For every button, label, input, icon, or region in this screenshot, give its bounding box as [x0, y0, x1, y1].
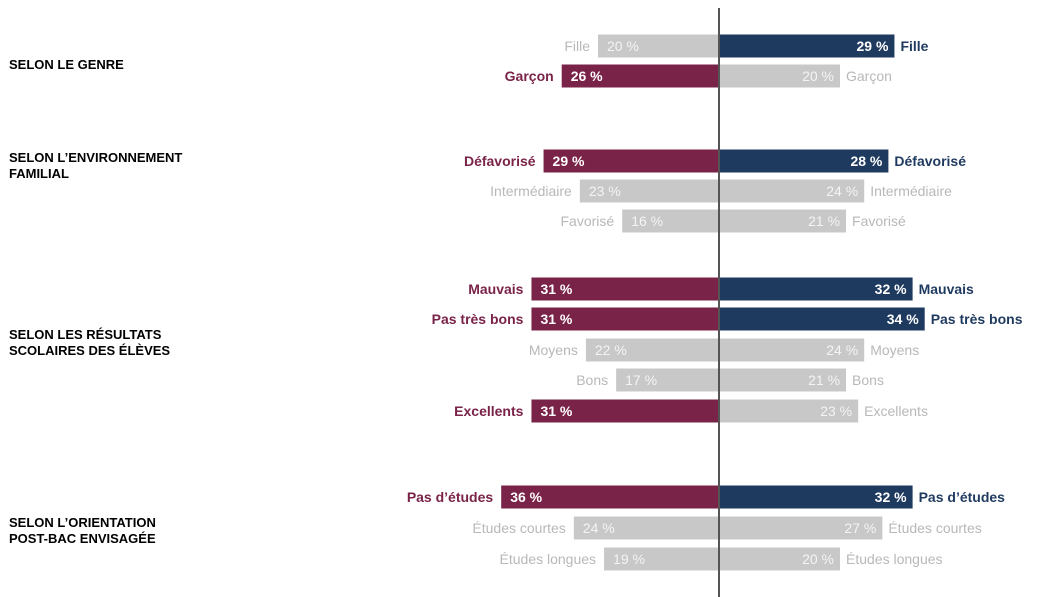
bar-left-g1-r2 — [622, 209, 719, 233]
bar-right-g0-r1 — [719, 64, 840, 88]
value-right-g2-r3: 21 % — [808, 372, 840, 388]
bar-left-g2-r1 — [531, 307, 719, 331]
value-left-g0-r1: 26 % — [571, 68, 603, 84]
bar-right-g2-r3 — [719, 368, 847, 392]
bar-right-g1-r1 — [719, 179, 865, 203]
value-left-g2-r4: 31 % — [540, 403, 572, 419]
category-right-g2-r0: Mauvais — [919, 281, 974, 297]
group-label-gender: SELON LE GENRE — [9, 57, 124, 72]
value-left-g0-r0: 20 % — [607, 38, 639, 54]
bar-left-g3-r2 — [604, 547, 719, 571]
bar-right-g2-r4 — [719, 399, 859, 423]
bar-right-g3-r1 — [719, 516, 883, 540]
category-right-g3-r1: Études courtes — [888, 520, 981, 536]
bar-right-g2-r0 — [719, 277, 913, 301]
category-right-g3-r2: Études longues — [846, 551, 943, 567]
bar-left-g1-r1 — [579, 179, 719, 203]
bar-left-g2-r3 — [616, 368, 719, 392]
category-left-g1-r1: Intermédiaire — [490, 183, 572, 199]
category-right-g1-r1: Intermédiaire — [870, 183, 952, 199]
value-left-g2-r0: 31 % — [540, 281, 572, 297]
bar-left-g3-r0 — [501, 485, 719, 509]
value-right-g3-r0: 32 % — [875, 489, 907, 505]
bar-left-g3-r1 — [573, 516, 719, 540]
category-left-g3-r0: Pas d’études — [407, 489, 494, 505]
bar-right-g2-r1 — [719, 307, 925, 331]
value-left-g2-r1: 31 % — [540, 311, 572, 327]
value-right-g0-r0: 29 % — [857, 38, 889, 54]
value-right-g2-r1: 34 % — [887, 311, 919, 327]
category-right-g2-r1: Pas très bons — [931, 311, 1023, 327]
category-right-g2-r2: Moyens — [870, 342, 919, 358]
bar-left-g1-r0 — [543, 149, 719, 173]
value-left-g3-r1: 24 % — [583, 520, 615, 536]
value-right-g3-r1: 27 % — [844, 520, 876, 536]
value-left-g3-r0: 36 % — [510, 489, 542, 505]
value-right-g1-r2: 21 % — [808, 213, 840, 229]
category-left-g1-r0: Défavorisé — [464, 153, 536, 169]
category-left-g2-r0: Mauvais — [468, 281, 523, 297]
category-left-g2-r2: Moyens — [529, 342, 578, 358]
category-left-g2-r1: Pas très bons — [432, 311, 524, 327]
value-right-g1-r0: 28 % — [850, 153, 882, 169]
bar-right-g1-r0 — [719, 149, 889, 173]
category-right-g1-r2: Favorisé — [852, 213, 906, 229]
category-right-g2-r4: Excellents — [864, 403, 928, 419]
value-right-g2-r2: 24 % — [826, 342, 858, 358]
category-right-g3-r0: Pas d’études — [919, 489, 1006, 505]
category-left-g3-r2: Études longues — [500, 551, 597, 567]
category-left-g0-r0: Fille — [564, 38, 590, 54]
bar-left-g2-r0 — [531, 277, 719, 301]
category-left-g3-r1: Études courtes — [472, 520, 565, 536]
value-right-g0-r1: 20 % — [802, 68, 834, 84]
bar-left-g2-r4 — [531, 399, 719, 423]
value-left-g3-r2: 19 % — [613, 551, 645, 567]
value-right-g2-r0: 32 % — [875, 281, 907, 297]
value-left-g2-r2: 22 % — [595, 342, 627, 358]
value-left-g1-r2: 16 % — [631, 213, 663, 229]
bar-right-g3-r0 — [719, 485, 913, 509]
value-right-g3-r2: 20 % — [802, 551, 834, 567]
group-label-family-environment: SELON L’ENVIRONNEMENT FAMILIAL — [9, 150, 183, 181]
category-right-g0-r1: Garçon — [846, 68, 892, 84]
bar-left-g0-r1 — [561, 64, 719, 88]
value-right-g1-r1: 24 % — [826, 183, 858, 199]
category-left-g2-r4: Excellents — [454, 403, 523, 419]
bar-left-g2-r2 — [585, 338, 719, 362]
category-right-g1-r0: Défavorisé — [894, 153, 966, 169]
bar-right-g0-r0 — [719, 34, 895, 58]
category-left-g2-r3: Bons — [576, 372, 608, 388]
value-left-g1-r0: 29 % — [553, 153, 585, 169]
group-label-school-results: SELON LES RÉSULTATS SCOLAIRES DES ÉLÈVES — [9, 327, 171, 358]
category-left-g1-r2: Favorisé — [561, 213, 615, 229]
value-right-g2-r4: 23 % — [820, 403, 852, 419]
group-label-post-bac-orientation: SELON L’ORIENTATION POST-BAC ENVISAGÉE — [9, 515, 156, 546]
bar-right-g1-r2 — [719, 209, 847, 233]
value-left-g2-r3: 17 % — [625, 372, 657, 388]
category-right-g2-r3: Bons — [852, 372, 884, 388]
category-right-g0-r0: Fille — [900, 38, 928, 54]
bar-left-g0-r0 — [598, 34, 719, 58]
value-left-g1-r1: 23 % — [589, 183, 621, 199]
bar-right-g3-r2 — [719, 547, 840, 571]
category-left-g0-r1: Garçon — [505, 68, 554, 84]
bar-right-g2-r2 — [719, 338, 865, 362]
